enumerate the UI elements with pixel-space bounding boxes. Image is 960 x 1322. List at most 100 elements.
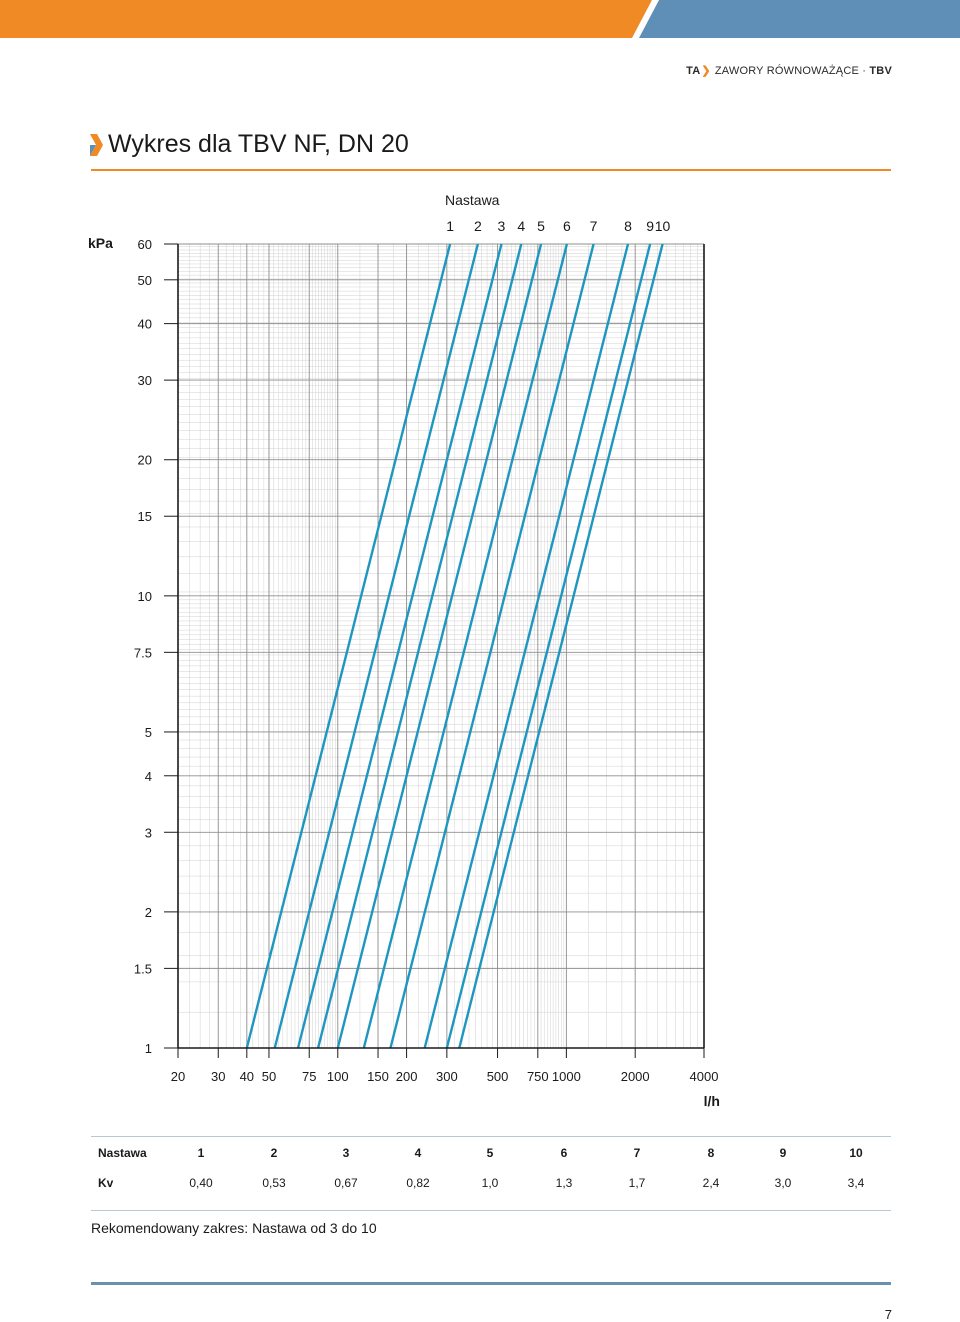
brand-product: TBV: [869, 65, 892, 77]
x-tick-label: 100: [327, 1069, 349, 1084]
series-header-label: Nastawa: [445, 192, 500, 208]
y-tick-label: 7.5: [134, 645, 152, 660]
table-rule-bottom: [91, 1210, 891, 1211]
x-tick-label: 750: [527, 1069, 549, 1084]
series-label: 5: [537, 218, 545, 234]
y-tick-label: 4: [145, 769, 152, 784]
table-cell-kv: 3,4: [847, 1176, 865, 1190]
recommended-range-note: Rekomendowany zakres: Nastawa od 3 do 10: [91, 1220, 377, 1236]
y-tick-label: 3: [145, 825, 152, 840]
table-cell-setting: 9: [779, 1146, 787, 1160]
y-tick-label: 5: [145, 725, 152, 740]
table-cell-setting: 10: [849, 1146, 863, 1160]
series-line-nastawa-5: [336, 243, 543, 1049]
y-tick-label: 60: [138, 237, 152, 252]
x-tick-label: 40: [240, 1069, 254, 1084]
chart-minor-grid: [178, 244, 704, 1048]
footer-rule: [91, 1282, 891, 1285]
title-chevron-icon: [90, 133, 103, 156]
table-cell-setting: 5: [486, 1146, 494, 1160]
y-tick-label: 20: [138, 453, 152, 468]
brand-ta: TA: [686, 65, 701, 77]
x-tick-label: 50: [262, 1069, 276, 1084]
x-tick-label: 500: [487, 1069, 509, 1084]
y-tick-label: 30: [138, 373, 152, 388]
chart-series-lines: [245, 243, 664, 1049]
series-line-nastawa-3: [296, 243, 503, 1049]
y-tick-label: 1.5: [134, 961, 152, 976]
table-cell-setting: 3: [342, 1146, 350, 1160]
top-color-band: [0, 0, 960, 38]
series-label: 9: [646, 218, 654, 234]
table-cell-kv: 0,40: [189, 1176, 213, 1190]
x-tick-label: 4000: [690, 1069, 719, 1084]
y-tick-label: 2: [145, 905, 152, 920]
x-unit-label: l/h: [704, 1093, 720, 1109]
settings-table: Nastawa 1 2 3 4 5 6 7 8 9 10 Kv 0,40 0,53 0,67 0,82 1…: [91, 1137, 891, 1197]
table-cell-setting: 6: [560, 1146, 568, 1160]
chart-series-labels: 1 2 3 4 5 6 7 8 9 10: [446, 218, 670, 234]
chart-tick-labels: 60 50 40 30 20 15 10 7.5 5 4 3 2 1.5 1 20 30 40 50 75 100 15…: [134, 237, 719, 1084]
table-rule-top: [91, 1136, 891, 1137]
y-tick-label: 50: [138, 273, 152, 288]
brand-text: ZAWORY RÓWNOWAŻĄCE ·: [714, 65, 870, 77]
y-tick-label: 10: [138, 589, 152, 604]
x-tick-label: 30: [211, 1069, 225, 1084]
title-underline: [91, 169, 891, 171]
x-tick-label: 20: [171, 1069, 185, 1084]
series-label: 2: [474, 218, 482, 234]
table-row-kv: Kv 0,40 0,53 0,67 0,82 1,0 1,3 1,7 2,4 3,0 3,4: [91, 1167, 891, 1197]
series-label: 3: [498, 218, 506, 234]
table-cell-setting: 2: [270, 1146, 278, 1160]
table-cell-setting: 8: [707, 1146, 715, 1160]
top-band-orange: [0, 0, 652, 38]
table-row-settings: Nastawa 1 2 3 4 5 6 7 8 9 10: [91, 1137, 891, 1167]
table-cell-kv: 1,7: [628, 1176, 646, 1190]
table-cell-kv: 0,53: [262, 1176, 286, 1190]
x-tick-label: 200: [396, 1069, 418, 1084]
y-tick-label: 40: [138, 317, 152, 332]
x-tick-label: 150: [367, 1069, 389, 1084]
series-line-nastawa-9: [445, 243, 652, 1049]
series-line-nastawa-6: [362, 243, 569, 1049]
series-line-nastawa-2: [273, 243, 480, 1049]
page-title: Wykres dla TBV NF, DN 20: [108, 130, 409, 158]
table-row-label: Kv: [98, 1176, 114, 1190]
chart-axes: [164, 243, 705, 1058]
y-tick-label: 1: [145, 1041, 152, 1056]
table-row-label: Nastawa: [98, 1146, 147, 1160]
table-cell-kv: 1,0: [481, 1176, 499, 1190]
series-line-nastawa-10: [458, 243, 664, 1049]
series-line-nastawa-4: [316, 243, 523, 1049]
table-cell-kv: 0,82: [406, 1176, 430, 1190]
top-band-blue: [639, 0, 960, 38]
x-tick-label: 2000: [621, 1069, 650, 1084]
series-label: 8: [624, 218, 632, 234]
series-label: 7: [590, 218, 598, 234]
series-line-nastawa-8: [423, 243, 630, 1049]
table-cell-kv: 0,67: [334, 1176, 358, 1190]
table-cell-setting: 7: [633, 1146, 641, 1160]
series-label: 4: [517, 218, 525, 234]
y-unit-label: kPa: [88, 235, 113, 251]
title-block: Wykres dla TBV NF, DN 20: [88, 130, 409, 159]
header-brand: TA❯ ZAWORY RÓWNOWAŻĄCE · TBV: [686, 64, 892, 77]
table-cell-kv: 3,0: [774, 1176, 792, 1190]
series-label: 10: [655, 218, 671, 234]
series-label: 1: [446, 218, 454, 234]
series-label: 6: [563, 218, 571, 234]
page-number: 7: [884, 1307, 892, 1322]
chart-major-grid: [177, 243, 705, 1049]
table-cell-kv: 1,3: [555, 1176, 573, 1190]
brand-chevron-icon: ❯: [701, 65, 711, 77]
x-tick-label: 75: [302, 1069, 316, 1084]
table-cell-kv: 2,4: [702, 1176, 720, 1190]
table-cell-setting: 1: [197, 1146, 205, 1160]
table-cell-setting: 4: [414, 1146, 422, 1160]
x-tick-label: 300: [436, 1069, 458, 1084]
x-tick-label: 1000: [552, 1069, 581, 1084]
y-tick-label: 15: [138, 509, 152, 524]
series-line-nastawa-1: [245, 243, 452, 1049]
series-line-nastawa-7: [389, 243, 595, 1049]
